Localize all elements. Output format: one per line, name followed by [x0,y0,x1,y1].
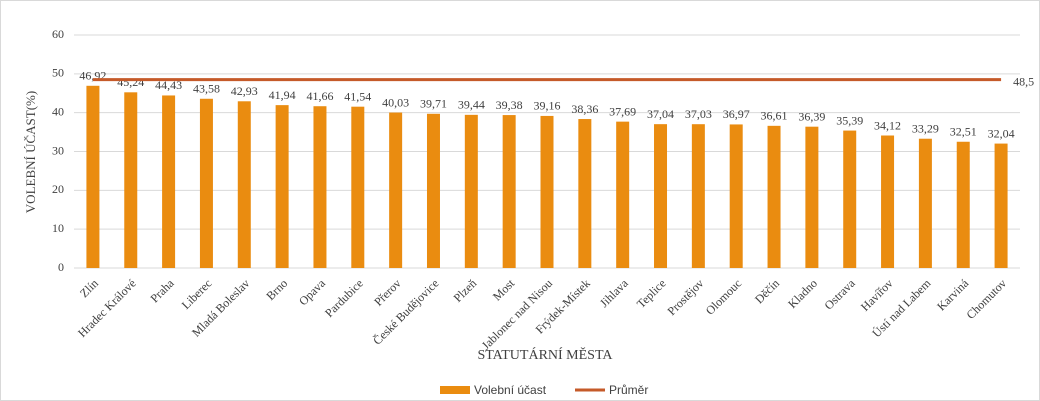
bar [237,101,251,268]
data-label: 41,66 [306,89,333,103]
data-label: 32,04 [988,126,1015,140]
data-label: 32,51 [950,125,977,139]
legend-label: Volební účast [474,383,547,397]
data-label: 44,43 [155,78,182,92]
bar [994,143,1008,268]
y-tick-label: 0 [58,260,64,274]
y-axis-title: VOLEBNÍ ÚČAST(%) [23,91,38,213]
bar [426,113,440,268]
bar [464,114,478,268]
bar [918,138,932,268]
data-label: 39,38 [496,98,523,112]
bar [881,135,895,268]
y-tick-label: 20 [52,182,64,196]
data-label: 42,93 [231,84,258,98]
data-label: 33,29 [912,121,939,135]
data-label: 39,71 [420,97,447,111]
bar [616,121,630,268]
data-label: 36,97 [723,107,750,121]
data-label: 40,03 [382,95,409,109]
y-tick-label: 60 [52,27,64,41]
data-label: 43,58 [193,82,220,96]
bar [691,124,705,268]
data-label: 39,44 [458,98,485,112]
data-label: 39,16 [534,99,561,113]
y-tick-label: 10 [52,221,64,235]
bar [86,85,100,268]
bar [540,115,554,268]
data-label: 37,03 [685,107,712,121]
bar [351,106,365,268]
data-label: 37,04 [647,107,674,121]
data-label: 48,5 [1013,74,1034,88]
y-tick-label: 40 [52,104,64,118]
bar [578,119,592,268]
bar [389,112,403,268]
bar [502,115,516,268]
bar [805,126,819,268]
y-tick-label: 30 [52,143,64,157]
data-label: 45,24 [117,75,144,89]
bar [767,125,781,268]
bar [199,98,213,268]
data-label: 35,39 [836,113,863,127]
bar [956,141,970,268]
bar [275,105,289,269]
bar [313,106,327,268]
data-label: 41,94 [269,88,296,102]
data-label: 41,54 [344,89,371,103]
data-label: 37,69 [609,104,636,118]
y-tick-label: 50 [52,66,64,80]
x-axis-title: STATUTÁRNÍ MĚSTA [477,346,613,363]
bar [162,95,176,268]
data-label: 36,61 [761,109,788,123]
bar [654,124,668,268]
data-label: 38,36 [571,102,598,116]
data-label: 34,12 [874,118,901,132]
legend-swatch [440,386,470,394]
legend-label: Průměr [609,383,648,397]
data-label: 36,39 [798,109,825,123]
bar [843,130,857,268]
bar [124,92,138,269]
bar [729,124,743,268]
